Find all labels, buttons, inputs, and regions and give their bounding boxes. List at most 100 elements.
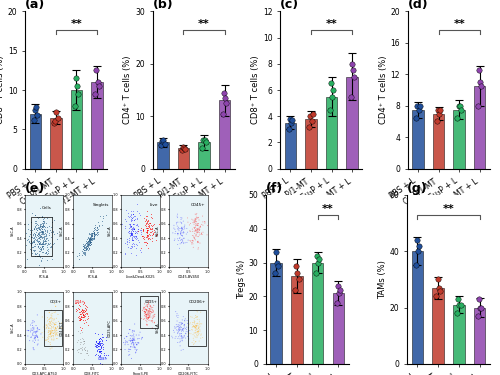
Point xyxy=(80,245,88,251)
Point xyxy=(192,322,200,328)
Point xyxy=(189,332,197,338)
Point xyxy=(147,310,155,316)
Point xyxy=(43,337,51,343)
Point xyxy=(86,236,94,242)
Point xyxy=(144,225,152,231)
Point xyxy=(76,324,84,330)
Point xyxy=(35,240,43,246)
Point xyxy=(30,212,38,218)
Point xyxy=(129,237,137,243)
Point xyxy=(74,315,82,321)
Point xyxy=(34,227,42,233)
Point xyxy=(192,224,200,230)
Point xyxy=(80,345,88,351)
Point xyxy=(78,314,86,320)
Point xyxy=(80,249,88,255)
Point xyxy=(33,112,41,118)
Point xyxy=(180,314,188,320)
Point xyxy=(177,214,185,220)
Point xyxy=(45,328,53,334)
Point xyxy=(30,236,38,242)
Point xyxy=(84,313,92,319)
Point xyxy=(433,118,441,124)
Point xyxy=(80,345,88,351)
Point xyxy=(188,327,196,333)
Point xyxy=(201,220,209,226)
Point xyxy=(44,225,52,231)
Point xyxy=(32,232,40,238)
Point xyxy=(41,228,49,234)
Point xyxy=(144,315,152,321)
Point xyxy=(171,226,179,232)
Point xyxy=(180,240,188,246)
Point xyxy=(176,232,184,238)
Point xyxy=(35,244,43,250)
Point xyxy=(39,240,47,246)
Point xyxy=(144,221,152,227)
Point xyxy=(71,103,79,109)
Point xyxy=(125,346,133,352)
Point xyxy=(140,305,148,311)
Point xyxy=(174,237,182,243)
Point xyxy=(132,216,140,222)
Point xyxy=(123,238,131,244)
Point xyxy=(143,219,151,225)
Point xyxy=(90,235,98,241)
Point xyxy=(140,236,148,242)
Point xyxy=(132,344,140,350)
Point xyxy=(145,223,153,229)
Point xyxy=(86,240,94,246)
Point xyxy=(30,250,38,256)
X-axis label: FCS-A: FCS-A xyxy=(87,275,98,279)
Point xyxy=(134,228,141,234)
Point xyxy=(132,233,140,239)
Point xyxy=(130,226,138,232)
Point xyxy=(46,319,54,325)
Point xyxy=(192,219,200,225)
Point xyxy=(32,229,40,235)
Y-axis label: SSC-A: SSC-A xyxy=(11,322,15,333)
Point xyxy=(91,344,99,350)
Point xyxy=(76,311,84,317)
Bar xyxy=(433,114,444,169)
Point xyxy=(178,237,186,243)
Point xyxy=(74,346,82,352)
Point xyxy=(36,228,44,234)
Point xyxy=(80,299,88,305)
Point xyxy=(35,251,43,257)
Point xyxy=(32,337,40,343)
Point xyxy=(90,231,98,237)
Point xyxy=(42,215,50,221)
Point xyxy=(38,237,46,243)
Point xyxy=(144,233,152,239)
Point xyxy=(126,244,134,250)
Point xyxy=(86,230,94,236)
Point xyxy=(174,225,182,231)
Point xyxy=(50,325,58,331)
Point xyxy=(144,304,152,310)
Point xyxy=(190,234,198,240)
Point xyxy=(143,303,151,309)
Point xyxy=(38,258,46,264)
Point xyxy=(134,208,141,214)
Point xyxy=(84,311,92,317)
Point xyxy=(142,307,150,313)
Point xyxy=(56,331,64,337)
Point xyxy=(86,238,94,244)
Point xyxy=(30,324,38,330)
Point xyxy=(94,343,102,349)
Point xyxy=(36,234,44,240)
Point xyxy=(194,326,202,332)
Point xyxy=(38,249,46,255)
Point xyxy=(194,246,202,252)
Point xyxy=(196,321,204,327)
Point xyxy=(48,317,56,323)
Point xyxy=(142,313,150,319)
Point xyxy=(79,317,87,323)
Point xyxy=(84,243,92,249)
Point xyxy=(32,333,40,339)
Y-axis label: SSC-A: SSC-A xyxy=(156,322,160,333)
Point xyxy=(188,232,196,238)
Point xyxy=(130,226,138,232)
Point xyxy=(92,351,100,357)
